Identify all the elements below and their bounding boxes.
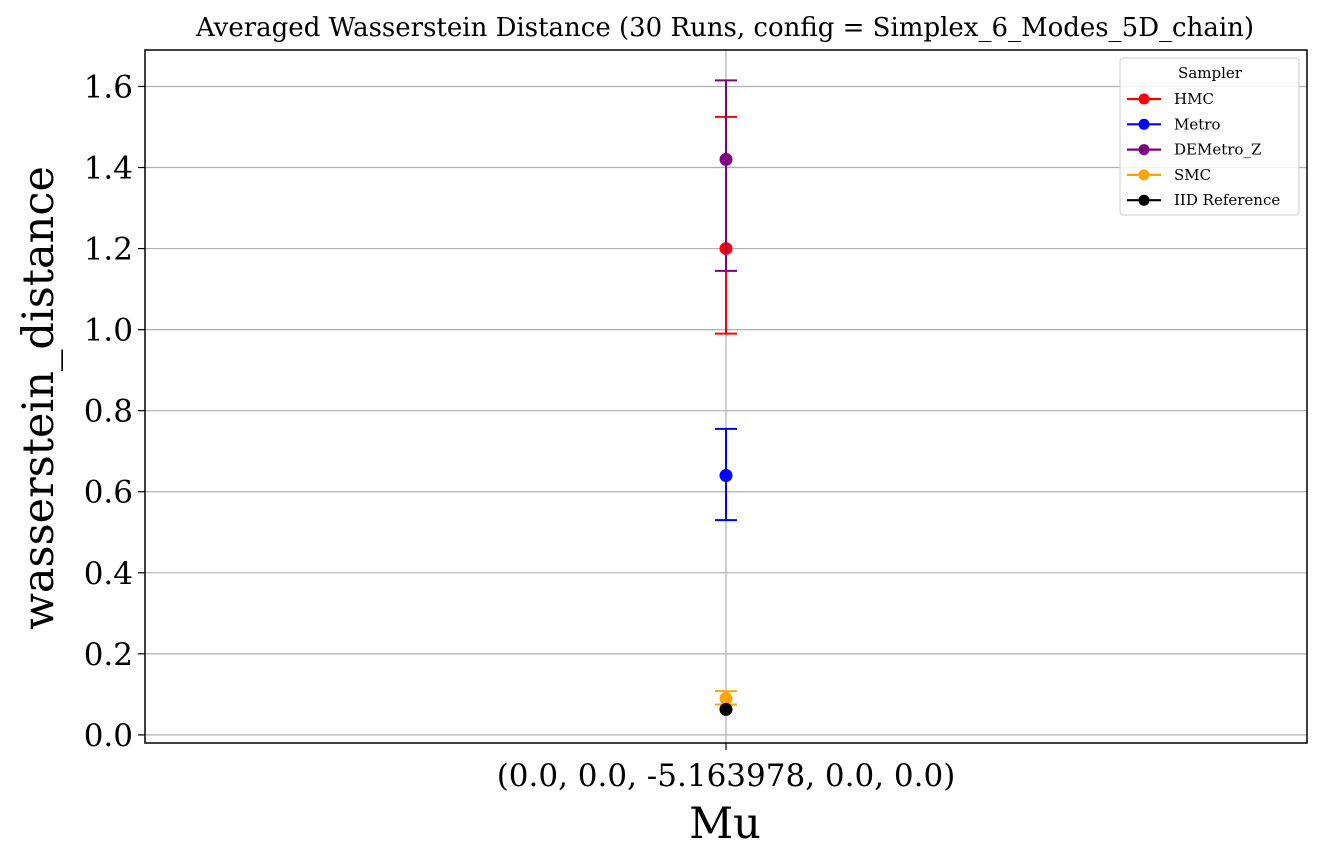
smc-point — [719, 691, 733, 705]
y-tick-label: 0.8 — [84, 394, 133, 430]
x-tick-label: (0.0, 0.0, -5.163978, 0.0, 0.0) — [497, 758, 956, 794]
x-axis-label: Mu — [689, 799, 761, 849]
legend-label-demetro-z: DEMetro_Z — [1174, 141, 1261, 159]
demetro-z-point — [719, 152, 733, 166]
legend-entries: HMC Metro DEMetro_Z SMC IID Reference — [1127, 90, 1280, 209]
legend-marker-smc — [1138, 169, 1150, 181]
y-tick-label: 1.6 — [84, 69, 133, 105]
legend-label-metro: Metro — [1174, 115, 1220, 133]
legend: Sampler HMC Metro DEMetro_Z SMC IID Referenc… — [1119, 57, 1300, 216]
legend-marker-metro — [1138, 118, 1150, 130]
legend-marker-iid-reference — [1138, 194, 1150, 206]
y-tick-label: 0.2 — [84, 637, 133, 673]
legend-label-hmc: HMC — [1174, 90, 1214, 108]
legend-label-iid-reference: IID Reference — [1174, 191, 1280, 209]
y-tick-label: 0.6 — [84, 475, 133, 511]
y-tick-label: 1.0 — [84, 313, 133, 349]
chart-title: Averaged Wasserstein Distance (30 Runs, … — [195, 13, 1254, 43]
y-tick-label: 1.2 — [84, 232, 133, 268]
metro-point — [719, 469, 733, 483]
legend-label-smc: SMC — [1174, 166, 1211, 184]
legend-box — [1119, 57, 1300, 216]
iid-reference-point — [719, 702, 733, 716]
y-tick-label: 1.4 — [84, 151, 133, 187]
data-series — [715, 79, 737, 716]
y-axis-label: wasserstein_distance — [14, 166, 64, 630]
y-tick-label: 0.0 — [84, 718, 133, 754]
y-tick-label: 0.4 — [84, 556, 133, 592]
legend-marker-hmc — [1138, 93, 1150, 105]
axis-ticks: 0.0 0.2 0.4 0.6 0.8 1.0 1.2 1.4 1.6 (0.0, 0.0, -5… — [84, 69, 956, 794]
legend-marker-demetro-z — [1138, 144, 1150, 156]
legend-title: Sampler — [1178, 64, 1243, 82]
